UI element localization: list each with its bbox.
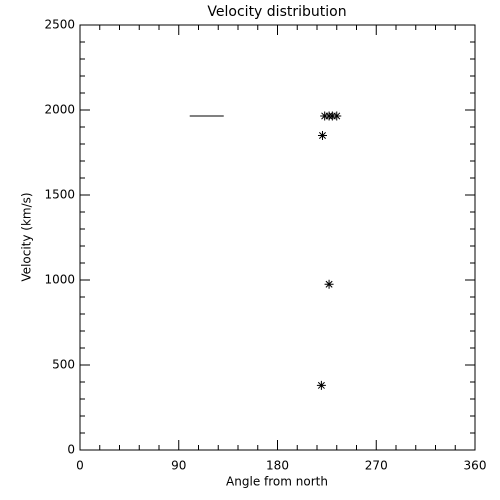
y-tick-label: 2500 (44, 18, 75, 32)
chart-title: Velocity distribution (207, 4, 346, 20)
x-tick-label: 180 (266, 459, 289, 473)
asterisk-marker (317, 131, 327, 140)
y-tick-label: 500 (52, 358, 75, 372)
asterisk-marker (316, 380, 326, 390)
y-tick-label: 1500 (44, 188, 75, 202)
asterisk-marker (332, 111, 342, 121)
y-tick-label: 2000 (44, 103, 75, 117)
x-tick-label: 90 (171, 459, 186, 473)
x-axis-label: Angle from north (226, 475, 328, 489)
x-tick-label: 270 (365, 459, 388, 473)
plot-frame (79, 24, 476, 451)
x-tick-label: 360 (464, 459, 487, 473)
y-axis-label: Velocity (km/s) (20, 192, 34, 281)
y-tick-label: 0 (67, 443, 75, 457)
asterisk-marker (324, 279, 334, 289)
y-tick-label: 1000 (44, 273, 75, 287)
x-tick-label: 0 (76, 459, 84, 473)
